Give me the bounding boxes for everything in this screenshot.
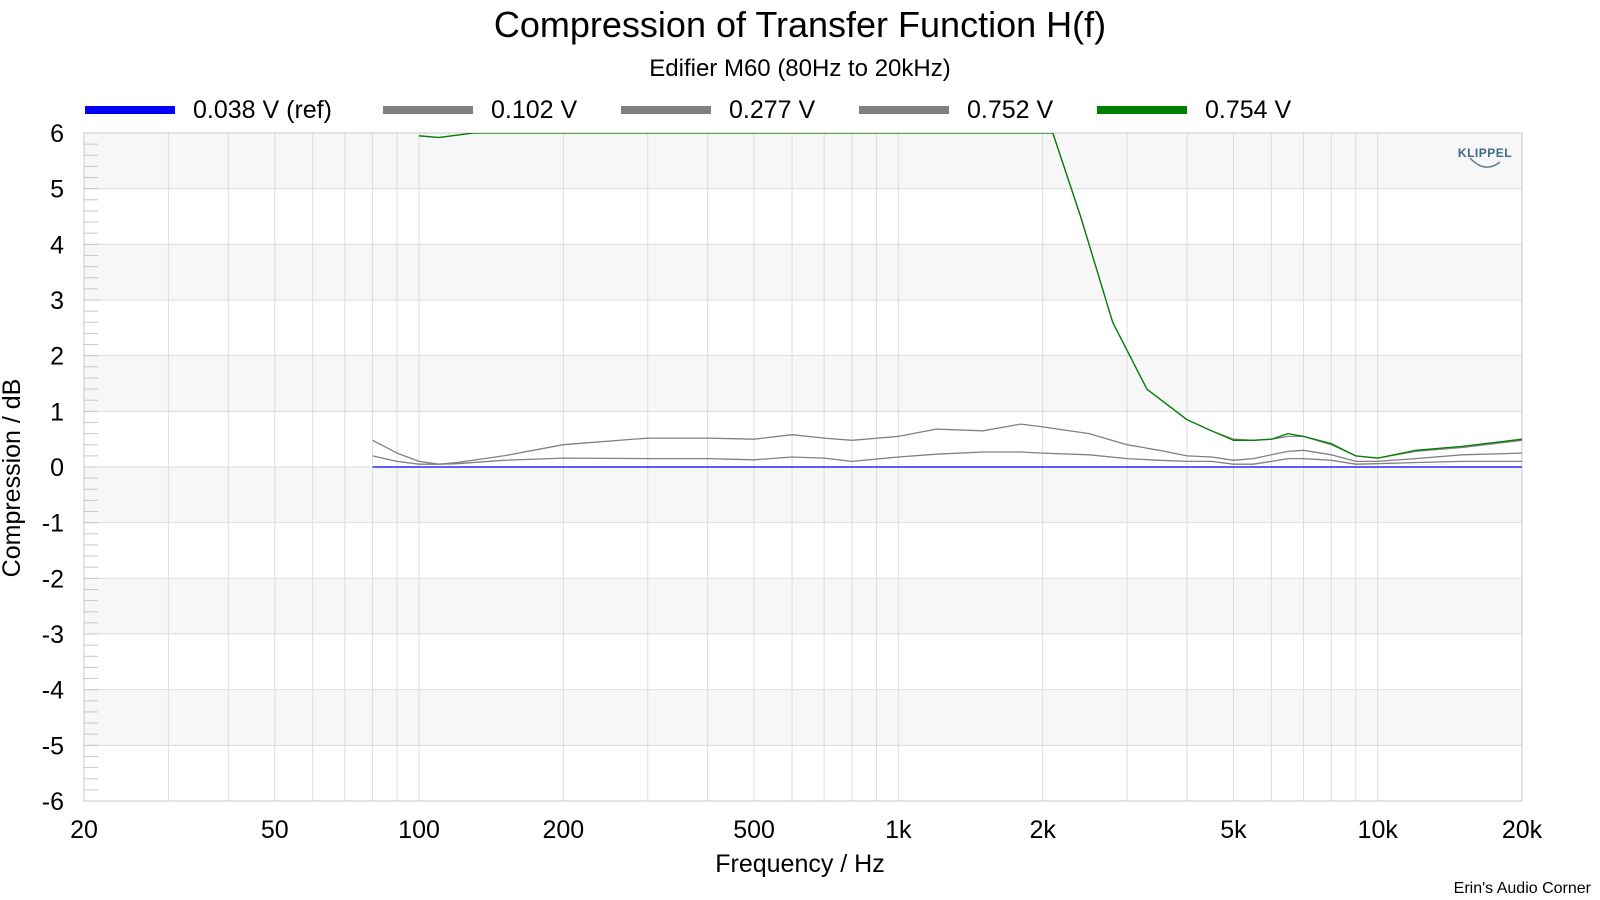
background-band <box>84 467 1522 523</box>
y-tick-label: -2 <box>42 565 64 593</box>
legend-swatch <box>1097 106 1187 114</box>
y-tick-label: 6 <box>50 120 64 148</box>
chart-legend: 0.038 V (ref) 0.102 V 0.277 V 0.752 V 0.754 … <box>85 96 1292 124</box>
background-band <box>84 634 1522 690</box>
legend-swatch <box>383 106 473 114</box>
background-band <box>84 244 1522 300</box>
plot-background-bands <box>84 133 1522 801</box>
x-tick-label: 10k <box>1358 816 1399 844</box>
y-tick-label: -4 <box>42 677 64 705</box>
legend-swatch <box>621 106 711 114</box>
legend-label: 0.754 V <box>1205 96 1292 124</box>
series-line-1 <box>372 451 1522 465</box>
x-tick-label: 1k <box>885 816 912 844</box>
background-band <box>84 133 1522 189</box>
y-tick-label: 0 <box>50 454 64 482</box>
y-tick-label: 3 <box>50 287 64 315</box>
legend-swatch <box>859 106 949 114</box>
x-tick-label: 20k <box>1502 816 1543 844</box>
background-band <box>84 578 1522 634</box>
legend-label: 0.038 V (ref) <box>193 96 332 124</box>
background-band <box>84 355 1522 412</box>
x-tick-label: 500 <box>733 816 775 844</box>
y-tick-label: -5 <box>42 732 64 760</box>
klippel-logo-swoosh <box>1469 157 1501 168</box>
background-band <box>84 745 1522 801</box>
y-tick-label: 1 <box>50 398 64 426</box>
credit-text: Erin's Audio Corner <box>1454 880 1592 897</box>
background-band <box>84 522 1522 579</box>
x-axis-label: Frequency / Hz <box>715 850 885 878</box>
y-axis-label: Compression / dB <box>0 379 26 578</box>
x-tick-label: 50 <box>261 816 289 844</box>
y-tick-label: 4 <box>50 231 64 259</box>
background-band <box>84 689 1522 746</box>
klippel-logo-text: KLIPPEL <box>1458 146 1512 160</box>
x-tick-label: 5k <box>1220 816 1247 844</box>
series-line-4 <box>418 133 1522 459</box>
series-line-2 <box>372 423 1522 465</box>
x-tick-label: 200 <box>542 816 584 844</box>
legend-label: 0.277 V <box>729 96 816 124</box>
legend-swatch <box>85 106 175 114</box>
legend-label: 0.102 V <box>491 96 578 124</box>
series-layer <box>372 133 1522 468</box>
y-tick-label: -1 <box>42 510 64 538</box>
x-tick-label: 2k <box>1029 816 1056 844</box>
chart-title: Compression of Transfer Function H(f) <box>494 4 1106 45</box>
background-band <box>84 188 1522 245</box>
y-tick-label: -3 <box>42 621 64 649</box>
legend-label: 0.752 V <box>967 96 1054 124</box>
x-tick-label: 20 <box>70 816 98 844</box>
chart-subtitle: Edifier M60 (80Hz to 20kHz) <box>649 55 950 82</box>
y-tick-label: 2 <box>50 343 64 371</box>
y-tick-label: -6 <box>42 788 64 816</box>
axis-ticks: 20 50 100 200 500 1k 2k 5k 10k 20k -6 -5 -4 -3 -2 -1 0 1 2… <box>42 120 1543 844</box>
y-tick-label: 5 <box>50 176 64 204</box>
x-tick-label: 100 <box>398 816 440 844</box>
background-band <box>84 300 1522 356</box>
klippel-logo: KLIPPEL <box>1458 146 1512 168</box>
